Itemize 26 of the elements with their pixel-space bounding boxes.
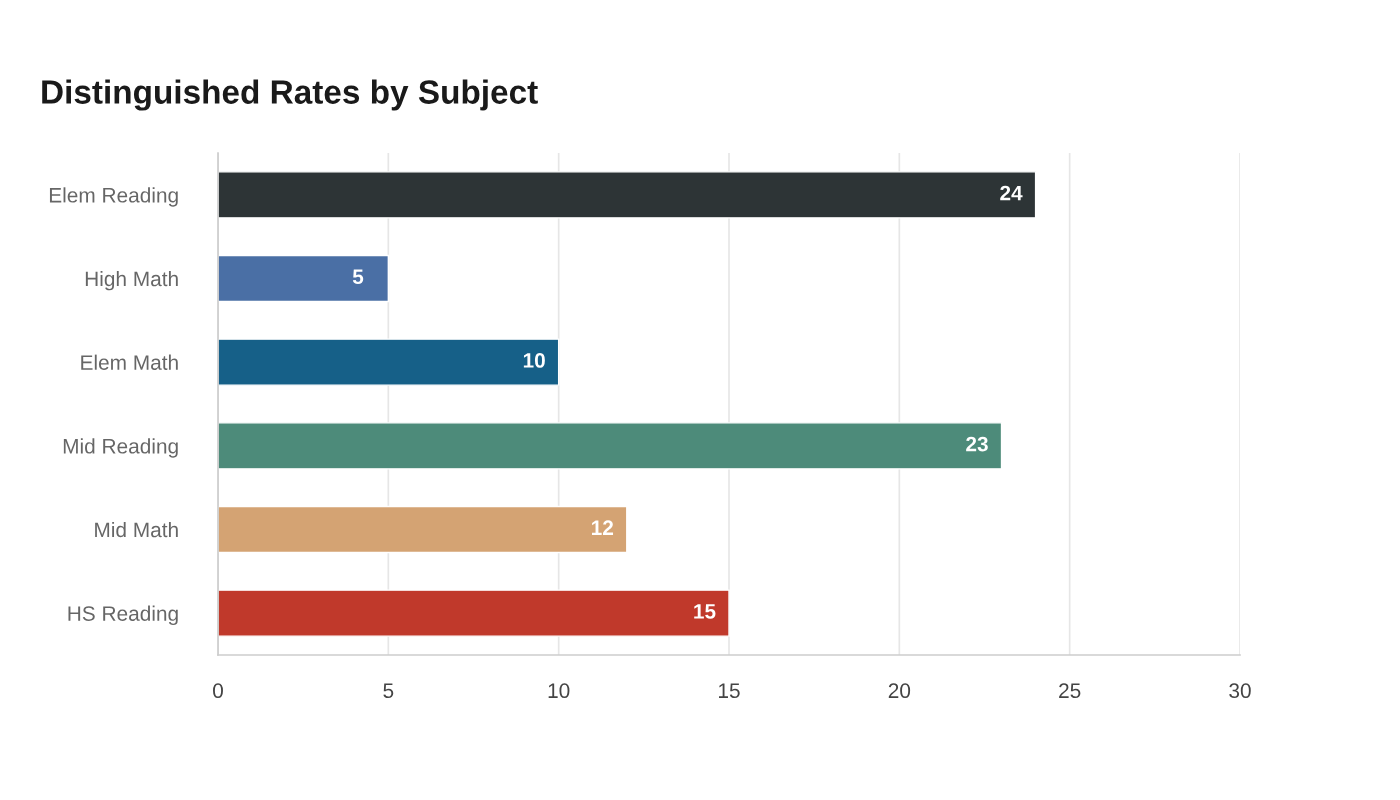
y-tick-label: Mid Math	[95, 521, 178, 538]
x-tick-label: 20	[888, 683, 911, 699]
bar	[218, 171, 1037, 219]
bar	[218, 422, 1003, 470]
data-label: 23	[966, 436, 988, 452]
y-tick-label: Mid Reading	[63, 438, 178, 458]
bar	[218, 338, 560, 386]
data-label: 5	[352, 269, 364, 285]
x-tick-label: 15	[719, 683, 740, 699]
x-tick-label: 30	[1229, 683, 1251, 699]
x-tick-label: 0	[213, 683, 223, 699]
x-tick-label: 25	[1059, 683, 1081, 699]
data-label: 10	[523, 353, 545, 368]
data-label: 15	[694, 604, 716, 619]
data-label: 12	[592, 520, 614, 535]
y-tick-label: Elem Math	[81, 354, 178, 370]
y-tick-label: Elem Reading	[49, 187, 178, 207]
y-tick-label: High Math	[85, 270, 178, 291]
chart-title: Distinguished Rates by Subject	[42, 79, 538, 111]
x-tick-label: 5	[383, 683, 394, 699]
x-tick-label: 10	[548, 683, 570, 699]
data-label: 24	[1000, 185, 1023, 201]
bar	[218, 505, 628, 554]
bar	[218, 589, 730, 637]
bar	[218, 254, 390, 303]
y-tick-label: HS Reading	[68, 605, 178, 626]
